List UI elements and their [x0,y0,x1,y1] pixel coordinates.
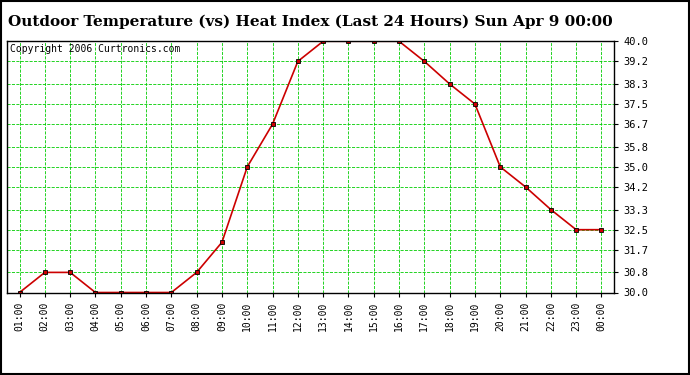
Text: Outdoor Temperature (vs) Heat Index (Last 24 Hours) Sun Apr 9 00:00: Outdoor Temperature (vs) Heat Index (Las… [8,15,613,29]
Text: Copyright 2006 Curtronics.com: Copyright 2006 Curtronics.com [10,44,180,54]
